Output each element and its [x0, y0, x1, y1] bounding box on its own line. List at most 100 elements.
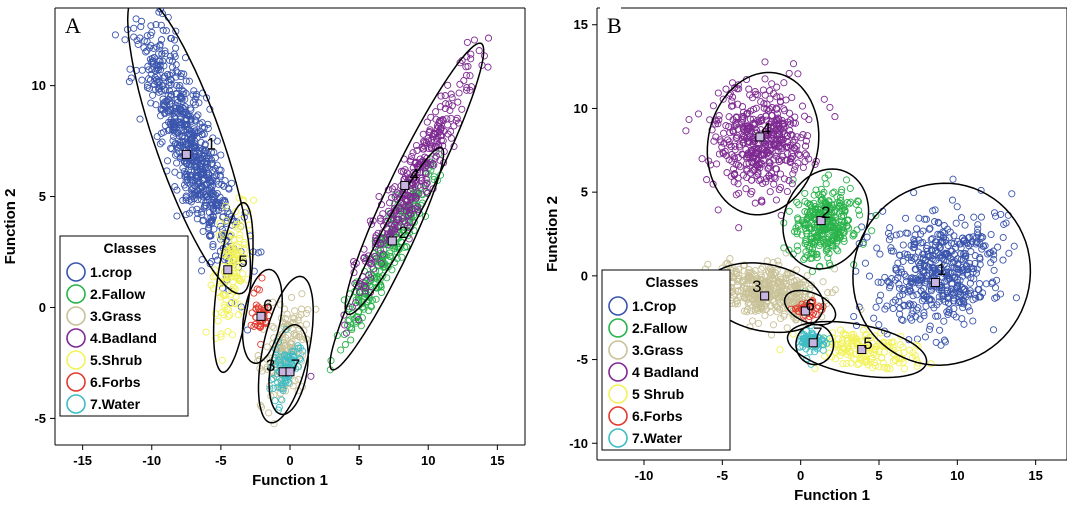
data-point [257, 248, 265, 256]
data-point [718, 143, 726, 151]
data-point [896, 310, 904, 318]
data-point [990, 266, 998, 274]
data-point [806, 200, 814, 208]
data-point [840, 237, 848, 245]
data-point [141, 1, 147, 7]
data-point [754, 170, 762, 178]
data-point [776, 305, 784, 313]
data-point [205, 223, 213, 231]
y-tick-label: 0 [39, 300, 46, 315]
data-point [896, 304, 904, 312]
centroid-label-5: 5 [238, 252, 247, 271]
data-point [950, 294, 958, 302]
data-point [950, 232, 958, 240]
data-point [195, 149, 203, 157]
data-point [822, 180, 830, 188]
data-point [774, 296, 782, 304]
data-point [904, 302, 912, 310]
x-tick-label: 15 [490, 453, 504, 468]
data-point [744, 109, 752, 117]
data-point [138, 66, 146, 74]
data-point [211, 252, 220, 260]
data-point [730, 153, 738, 161]
data-point [466, 72, 474, 80]
class-ellipse-5 [786, 320, 928, 379]
legend-swatch [608, 384, 628, 404]
y-tick-label: 5 [581, 185, 588, 200]
data-point [171, 183, 179, 191]
data-point [274, 378, 282, 387]
data-point [782, 249, 790, 257]
data-point [121, 36, 129, 44]
legend-swatch [66, 350, 86, 370]
data-point [433, 138, 441, 146]
data-point [735, 143, 743, 151]
data-point [899, 284, 907, 293]
data-point [347, 336, 355, 344]
data-point [869, 345, 877, 353]
data-point [185, 77, 193, 85]
data-point [166, 56, 174, 64]
data-point [946, 228, 954, 236]
legend-swatch [608, 406, 628, 426]
data-point [859, 240, 867, 248]
data-point [769, 321, 778, 329]
data-point [397, 167, 406, 175]
data-point [957, 244, 965, 252]
data-point [831, 340, 839, 349]
data-point [160, 128, 168, 136]
data-point [925, 225, 933, 233]
data-point [896, 230, 904, 238]
data-point [992, 212, 1000, 220]
legend-entry: 4.Badland [90, 330, 157, 346]
data-point [188, 134, 196, 142]
data-point [447, 127, 455, 136]
data-point [387, 210, 395, 218]
data-point [189, 98, 197, 106]
class-ellipse-5 [212, 201, 254, 374]
data-point [182, 77, 190, 85]
data-point [767, 169, 776, 177]
data-point [386, 199, 394, 207]
data-point [903, 251, 911, 259]
data-point [222, 216, 230, 225]
data-point [894, 259, 902, 267]
data-point [694, 110, 703, 118]
data-point [265, 409, 273, 417]
data-point [173, 81, 181, 90]
data-point [934, 230, 942, 238]
data-point [388, 185, 396, 193]
data-point [168, 145, 176, 153]
data-point [906, 314, 914, 322]
data-point [157, 21, 165, 29]
data-point [282, 325, 290, 334]
legend-swatch [608, 296, 628, 316]
data-point [766, 188, 774, 196]
data-point [841, 207, 849, 215]
data-point [935, 293, 943, 301]
data-point [436, 103, 444, 111]
data-point [746, 154, 754, 162]
data-point [973, 229, 981, 237]
data-point [398, 253, 406, 261]
data-point [437, 92, 445, 100]
y-axis-title: Function 2 [2, 189, 19, 265]
data-point [371, 239, 380, 247]
data-point [754, 297, 762, 305]
data-point [925, 296, 934, 304]
data-point [858, 223, 866, 231]
y-tick-label: 15 [574, 17, 588, 32]
data-point [780, 285, 788, 293]
data-point [734, 174, 742, 182]
data-point [976, 280, 984, 288]
data-point [777, 314, 785, 323]
data-point [271, 363, 279, 371]
legend-box [601, 269, 731, 451]
data-point [775, 120, 783, 128]
data-point [970, 265, 978, 273]
data-point [732, 270, 740, 278]
plot-area: 1 2 3 4 5 6 7 [111, 1, 493, 428]
data-point [798, 231, 806, 239]
data-point [885, 236, 893, 244]
data-point [991, 294, 999, 302]
